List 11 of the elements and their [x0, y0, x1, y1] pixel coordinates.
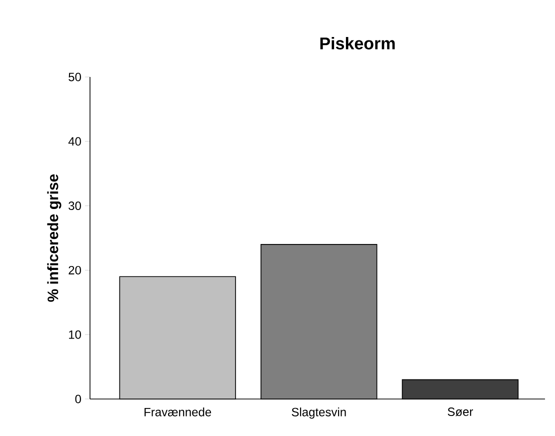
- y-tick-label: 0: [75, 394, 82, 404]
- y-tick-label: 10: [69, 330, 82, 339]
- chart-title: Piskeorm: [320, 36, 395, 50]
- y-tick-label: 40: [68, 137, 82, 146]
- x-tick-label: Slagtesvin: [292, 408, 346, 419]
- y-axis-title: % inficerede grise: [47, 174, 62, 302]
- y-tick-label: 50: [68, 72, 82, 82]
- y-tick-label: 20: [68, 266, 82, 274]
- x-tick-label: Fravænnede: [144, 408, 212, 416]
- x-tick-label: Søer: [448, 408, 474, 416]
- y-tick-label: 30: [68, 202, 82, 210]
